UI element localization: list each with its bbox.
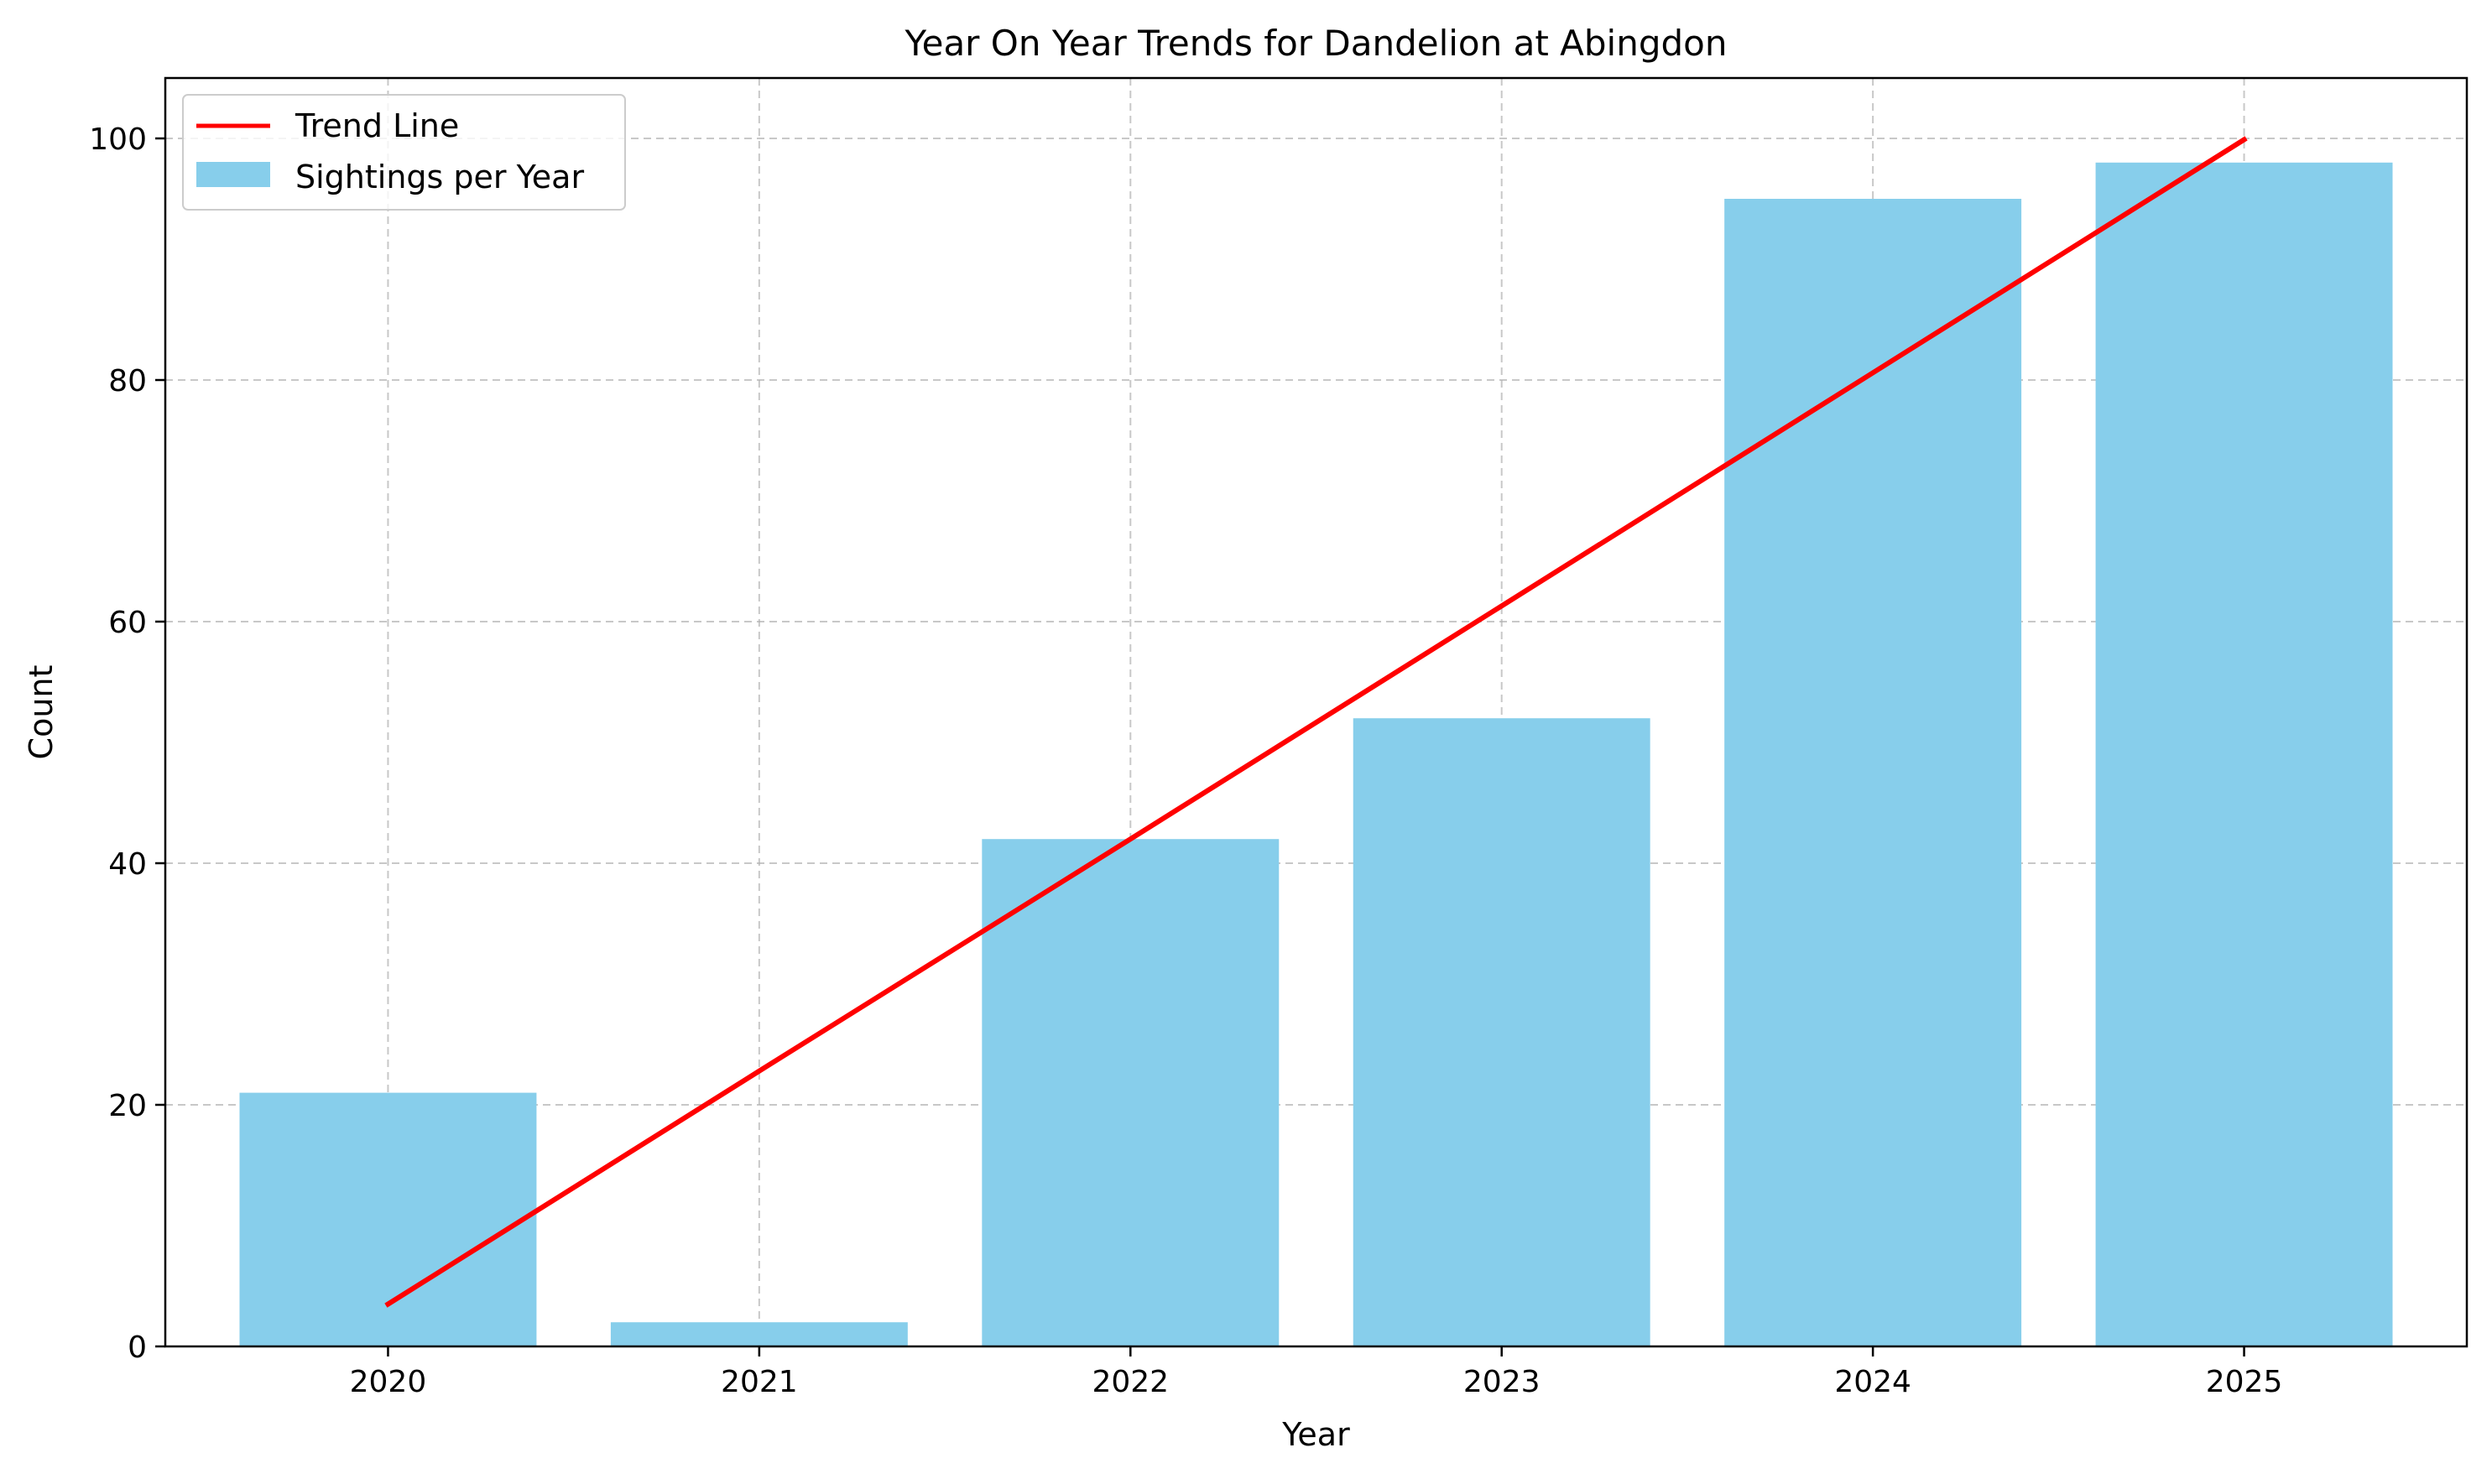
trend-line [384, 136, 2248, 1308]
bar-2023 [1353, 718, 1650, 1346]
legend-label-trend-line: Trend Line [295, 107, 459, 144]
legend-label-sightings: Sightings per Year [295, 159, 584, 195]
bar-2024 [1724, 199, 2022, 1346]
x-tick-label-2021: 2021 [721, 1365, 798, 1399]
y-tick-label-60: 60 [108, 606, 147, 640]
x-tick-label-2022: 2022 [1092, 1365, 1169, 1399]
legend-swatch-sightings [196, 162, 270, 187]
plot-frame [164, 76, 2469, 1348]
chart-title: Year On Year Trends for Dandelion at Abi… [905, 23, 1728, 64]
x-tick-label-2024: 2024 [1834, 1365, 1911, 1399]
bars-layer [239, 162, 2393, 1346]
x-tick-label-2025: 2025 [2206, 1365, 2283, 1399]
trend-line-layer [384, 136, 2248, 1308]
x-tick-label-2020: 2020 [350, 1365, 427, 1399]
bar-2022 [982, 839, 1280, 1346]
y-tick-label-20: 20 [108, 1089, 147, 1123]
x-axis-label: Year [1281, 1416, 1350, 1453]
y-tick-label-0: 0 [128, 1330, 147, 1365]
y-tick-label-40: 40 [108, 847, 147, 882]
legend-box [182, 94, 626, 211]
y-tick-label-100: 100 [89, 122, 147, 157]
bar-2020 [239, 1092, 537, 1346]
legend: Trend Line Sightings per Year [182, 94, 626, 211]
ticks-layer: 2020 2021 2022 2023 2024 2025 0 20 40 60 80 100 [89, 122, 2282, 1399]
bar-2021 [610, 1322, 908, 1346]
y-tick-label-80: 80 [108, 364, 147, 398]
bar-2025 [2095, 162, 2393, 1346]
x-tick-label-2023: 2023 [1463, 1365, 1541, 1399]
y-axis-label: Count [23, 665, 60, 760]
